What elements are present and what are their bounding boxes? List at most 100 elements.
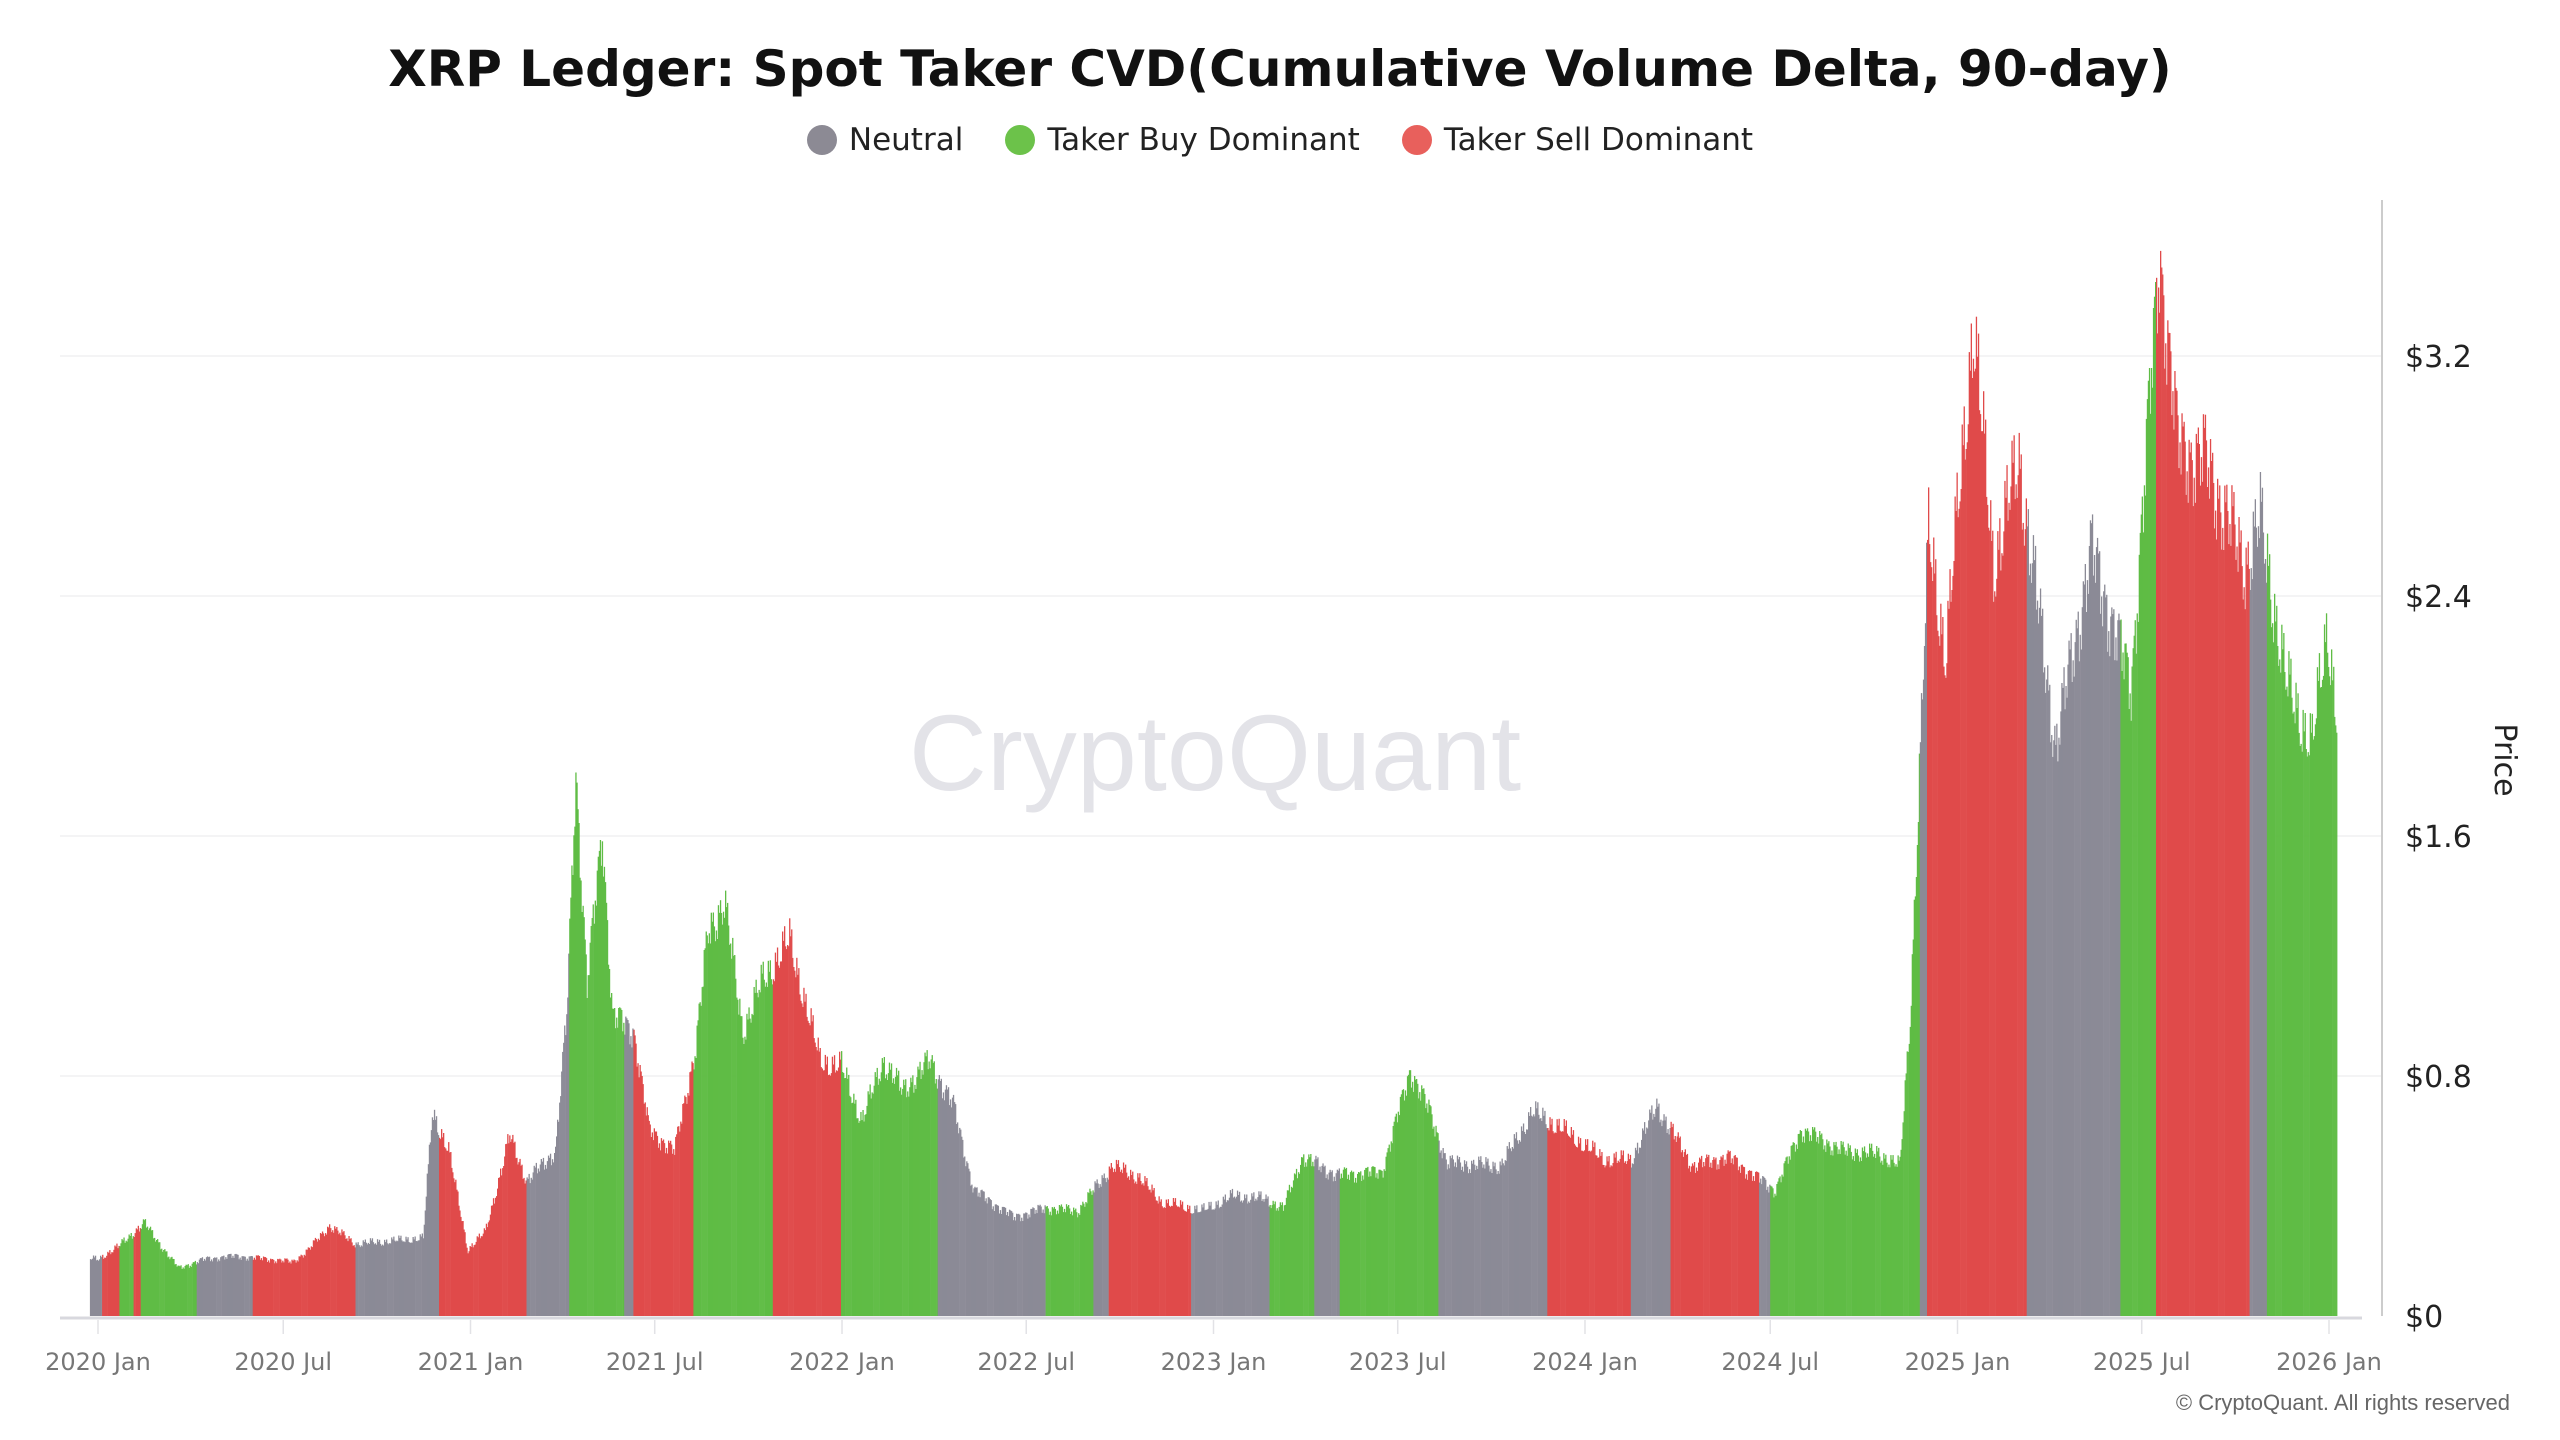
price-bar <box>236 1254 238 1316</box>
price-bar <box>1023 1213 1025 1316</box>
price-bar <box>1215 1201 1217 1316</box>
price-bar <box>490 1205 493 1316</box>
price-bar <box>544 1164 547 1316</box>
price-bar <box>549 1153 552 1316</box>
price-bar <box>1801 1142 1804 1316</box>
price-bar <box>616 1017 618 1316</box>
price-bar <box>1267 1196 1269 1316</box>
price-bar <box>326 1234 328 1316</box>
price-bar <box>709 943 711 1316</box>
price-bar <box>778 967 781 1316</box>
price-bar <box>1581 1150 1584 1316</box>
price-bar <box>921 1070 923 1316</box>
price-bar <box>740 1016 742 1316</box>
legend-item-neutral[interactable]: Neutral <box>806 122 963 158</box>
price-bar <box>1477 1169 1479 1316</box>
legend-item-buy[interactable]: Taker Buy Dominant <box>1005 122 1360 158</box>
price-bar <box>281 1262 283 1316</box>
price-bar <box>1682 1156 1684 1316</box>
price-bar <box>157 1239 159 1316</box>
price-bar <box>717 905 720 1316</box>
price-bar <box>1328 1172 1330 1316</box>
price-bar <box>1761 1184 1763 1316</box>
price-bar <box>705 931 707 1316</box>
price-bar <box>2299 746 2301 1316</box>
price-bar <box>1358 1172 1360 1316</box>
price-bar <box>1244 1194 1246 1316</box>
price-bar <box>2119 620 2121 1316</box>
price-bar <box>1586 1144 1588 1316</box>
price-bar <box>866 1105 868 1316</box>
price-bar <box>1561 1131 1563 1316</box>
price-bar <box>665 1147 668 1316</box>
price-bar <box>382 1244 384 1316</box>
price-bar <box>990 1200 992 1316</box>
price-bar <box>1973 371 1976 1316</box>
price-bar <box>2022 522 2024 1316</box>
price-bar <box>163 1250 165 1316</box>
price-bar <box>1813 1129 1815 1316</box>
price-bar <box>1213 1209 1215 1316</box>
price-bar <box>1888 1164 1890 1316</box>
price-bar <box>190 1267 192 1316</box>
price-bar <box>2122 652 2124 1316</box>
price-bar <box>433 1109 436 1316</box>
price-bar <box>1081 1205 1083 1316</box>
price-bar <box>1225 1202 1227 1316</box>
price-bar <box>1018 1213 1020 1316</box>
price-bar <box>517 1164 519 1316</box>
price-bar <box>2229 524 2231 1316</box>
price-bar <box>1348 1179 1351 1316</box>
price-bar <box>691 1061 693 1316</box>
price-bar <box>1404 1090 1407 1316</box>
price-bar <box>1270 1208 1272 1316</box>
price-bar <box>2213 483 2215 1316</box>
price-bar <box>1803 1142 1806 1316</box>
price-bar <box>1292 1180 1295 1316</box>
price-bar <box>1816 1141 1818 1316</box>
price-bar <box>386 1239 388 1316</box>
price-bar <box>818 1051 820 1316</box>
price-bar <box>941 1098 943 1316</box>
price-bar <box>2125 643 2127 1316</box>
price-bar <box>1436 1132 1438 1316</box>
price-bar <box>882 1062 884 1316</box>
price-bar <box>934 1083 936 1316</box>
price-bar <box>1844 1154 1846 1316</box>
price-bar <box>2194 502 2196 1316</box>
price-bar <box>2261 487 2264 1316</box>
price-bar <box>808 1023 810 1316</box>
price-bar <box>1578 1143 1581 1316</box>
price-bar <box>848 1074 850 1316</box>
price-bar <box>1918 753 1921 1316</box>
price-bar <box>285 1259 287 1316</box>
price-bar <box>2057 761 2059 1316</box>
price-bar <box>1931 567 1933 1316</box>
price-bar <box>1062 1212 1065 1316</box>
price-bar <box>93 1257 96 1316</box>
price-bar <box>1263 1201 1265 1316</box>
price-bar <box>1530 1107 1532 1316</box>
price-bar <box>1854 1148 1856 1316</box>
price-bar <box>1845 1150 1847 1316</box>
price-bar <box>997 1205 999 1316</box>
price-bar <box>1934 573 1936 1316</box>
price-bar <box>345 1239 347 1316</box>
price-bar <box>110 1254 112 1316</box>
price-bar <box>264 1257 267 1316</box>
price-bar <box>756 992 758 1316</box>
x-tick-label: 2023 Jan <box>1161 1348 1267 1376</box>
price-bar <box>1700 1159 1702 1316</box>
price-bar <box>1216 1204 1218 1316</box>
price-bar <box>706 935 708 1316</box>
price-bar <box>1997 531 1999 1316</box>
price-bar <box>1232 1197 1235 1316</box>
price-bar <box>2206 487 2209 1316</box>
legend-item-sell[interactable]: Taker Sell Dominant <box>1401 122 1753 158</box>
price-bar <box>825 1064 827 1316</box>
price-bar <box>1859 1157 1862 1316</box>
price-bar <box>1007 1216 1010 1316</box>
price-bar <box>1940 603 1942 1316</box>
price-bar <box>1566 1133 1568 1316</box>
price-bar <box>1698 1162 1700 1316</box>
